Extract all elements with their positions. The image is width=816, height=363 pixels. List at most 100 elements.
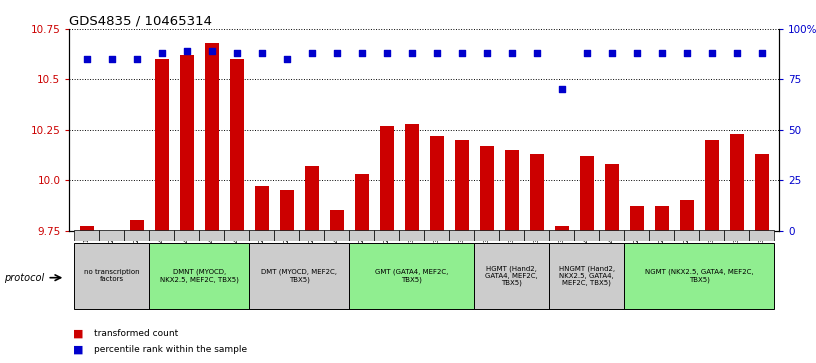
Bar bbox=[555, 227, 569, 231]
Bar bbox=[130, 220, 144, 231]
Bar bbox=[730, 134, 743, 231]
Text: GMT (GATA4, MEF2C,
TBX5): GMT (GATA4, MEF2C, TBX5) bbox=[375, 269, 449, 283]
Bar bbox=[349, 243, 474, 309]
Point bbox=[655, 50, 668, 56]
Point bbox=[730, 50, 743, 56]
Bar bbox=[650, 230, 674, 241]
Point bbox=[455, 50, 468, 56]
Point bbox=[255, 50, 268, 56]
Bar bbox=[100, 230, 124, 241]
Point bbox=[605, 50, 619, 56]
Bar bbox=[680, 200, 694, 231]
Bar bbox=[149, 230, 175, 241]
Bar bbox=[375, 230, 399, 241]
Text: ■: ■ bbox=[73, 328, 84, 338]
Text: GDS4835 / 10465314: GDS4835 / 10465314 bbox=[69, 15, 212, 28]
Bar bbox=[699, 230, 725, 241]
Point bbox=[80, 56, 93, 62]
Point bbox=[131, 56, 144, 62]
Bar bbox=[255, 186, 268, 231]
Point bbox=[330, 50, 344, 56]
Bar bbox=[455, 140, 468, 231]
Point bbox=[380, 50, 393, 56]
Text: transformed count: transformed count bbox=[94, 329, 178, 338]
Point bbox=[406, 50, 419, 56]
Point bbox=[305, 50, 318, 56]
Bar bbox=[599, 230, 624, 241]
Point bbox=[281, 56, 294, 62]
Bar bbox=[624, 230, 650, 241]
Bar bbox=[330, 210, 344, 231]
Text: DMT (MYOCD, MEF2C,
TBX5): DMT (MYOCD, MEF2C, TBX5) bbox=[261, 269, 337, 283]
Text: HGMT (Hand2,
GATA4, MEF2C,
TBX5): HGMT (Hand2, GATA4, MEF2C, TBX5) bbox=[486, 265, 539, 286]
Bar bbox=[749, 230, 774, 241]
Text: percentile rank within the sample: percentile rank within the sample bbox=[94, 345, 247, 354]
Bar bbox=[149, 243, 250, 309]
Bar bbox=[175, 230, 199, 241]
Point bbox=[681, 50, 694, 56]
Point bbox=[155, 50, 168, 56]
Bar bbox=[405, 124, 419, 231]
Bar bbox=[274, 230, 299, 241]
Bar bbox=[480, 146, 494, 231]
Point bbox=[355, 50, 368, 56]
Bar bbox=[525, 230, 549, 241]
Bar bbox=[180, 55, 193, 231]
Bar bbox=[549, 230, 574, 241]
Bar bbox=[399, 230, 424, 241]
Bar bbox=[574, 230, 599, 241]
Bar bbox=[224, 230, 250, 241]
Bar bbox=[605, 164, 619, 231]
Bar bbox=[674, 230, 699, 241]
Point bbox=[430, 50, 443, 56]
Bar bbox=[630, 206, 644, 231]
Point bbox=[756, 50, 769, 56]
Text: no transcription
factors: no transcription factors bbox=[84, 269, 140, 282]
Bar bbox=[250, 243, 349, 309]
Point bbox=[580, 50, 593, 56]
Point bbox=[230, 50, 243, 56]
Bar bbox=[424, 230, 450, 241]
Bar bbox=[230, 59, 244, 231]
Bar bbox=[580, 156, 594, 231]
Bar bbox=[199, 230, 224, 241]
Bar bbox=[324, 230, 349, 241]
Bar bbox=[450, 230, 474, 241]
Point bbox=[630, 50, 643, 56]
Bar bbox=[705, 140, 719, 231]
Bar bbox=[530, 154, 543, 231]
Point bbox=[481, 50, 494, 56]
Text: NGMT (NKX2.5, GATA4, MEF2C,
TBX5): NGMT (NKX2.5, GATA4, MEF2C, TBX5) bbox=[645, 269, 754, 283]
Point bbox=[505, 50, 518, 56]
Bar bbox=[349, 230, 375, 241]
Bar bbox=[755, 154, 769, 231]
Point bbox=[530, 50, 543, 56]
Bar bbox=[250, 230, 274, 241]
Bar bbox=[124, 230, 149, 241]
Bar bbox=[280, 190, 294, 231]
Bar bbox=[74, 243, 149, 309]
Text: protocol: protocol bbox=[4, 273, 44, 283]
Text: DMNT (MYOCD,
NKX2.5, MEF2C, TBX5): DMNT (MYOCD, NKX2.5, MEF2C, TBX5) bbox=[160, 269, 239, 283]
Text: HNGMT (Hand2,
NKX2.5, GATA4,
MEF2C, TBX5): HNGMT (Hand2, NKX2.5, GATA4, MEF2C, TBX5… bbox=[559, 265, 615, 286]
Bar bbox=[299, 230, 324, 241]
Bar bbox=[474, 243, 549, 309]
Point bbox=[705, 50, 718, 56]
Bar bbox=[499, 230, 525, 241]
Text: ■: ■ bbox=[73, 344, 84, 354]
Point bbox=[555, 86, 568, 92]
Bar bbox=[355, 174, 369, 231]
Bar bbox=[74, 230, 100, 241]
Bar bbox=[80, 227, 94, 231]
Bar bbox=[505, 150, 519, 231]
Bar bbox=[430, 136, 444, 231]
Bar bbox=[624, 243, 774, 309]
Bar bbox=[725, 230, 749, 241]
Bar bbox=[380, 126, 393, 231]
Bar bbox=[305, 166, 319, 231]
Point bbox=[206, 48, 219, 54]
Bar bbox=[549, 243, 624, 309]
Bar bbox=[474, 230, 499, 241]
Point bbox=[105, 56, 118, 62]
Bar bbox=[155, 59, 169, 231]
